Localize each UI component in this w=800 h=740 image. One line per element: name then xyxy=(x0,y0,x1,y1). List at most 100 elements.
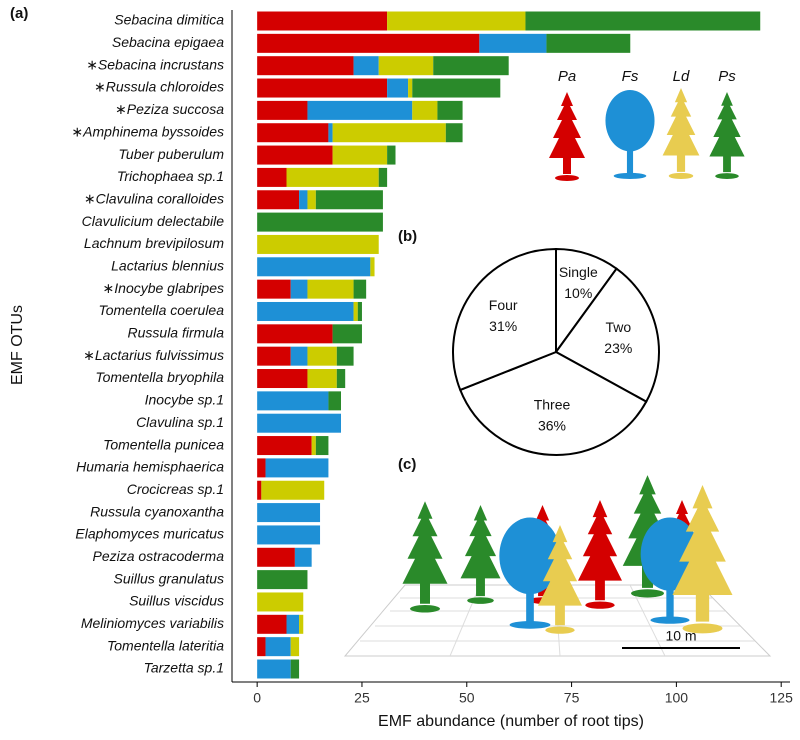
pie-label: Two xyxy=(605,319,631,335)
plot-scene: 10 m (c) xyxy=(343,456,772,657)
x-tick-label: 75 xyxy=(564,690,580,706)
y-tick-label: Tomentella lateritia xyxy=(107,637,224,653)
y-tick-label: Humaria hemisphaerica xyxy=(76,459,224,475)
bar-segment xyxy=(286,614,300,634)
y-tick-label: Sebacina epigaea xyxy=(112,34,224,50)
bar-segment xyxy=(290,279,308,299)
bar-segment xyxy=(286,167,379,187)
bar-segment xyxy=(336,369,346,389)
y-tick-label: Sebacina dimitica xyxy=(114,12,224,28)
tree-icon xyxy=(709,92,745,180)
scale-label: 10 m xyxy=(665,628,696,644)
x-axis-title: EMF abundance (number of root tips) xyxy=(378,713,644,730)
pie-label: Three xyxy=(534,396,571,412)
bar-segment xyxy=(332,324,362,344)
bar-segment xyxy=(257,56,354,76)
bar-segment xyxy=(412,100,438,120)
bar-segment xyxy=(525,11,761,31)
tree xyxy=(578,500,622,609)
x-tick-label: 125 xyxy=(770,690,794,706)
bar-segment xyxy=(387,78,409,98)
tree-icon xyxy=(549,92,585,181)
bar-segment xyxy=(257,33,480,53)
bar-segment xyxy=(265,458,329,478)
bar-segment xyxy=(257,78,388,98)
pie-slice xyxy=(452,247,557,392)
bar-segment xyxy=(257,480,262,500)
bar-segment xyxy=(307,369,337,389)
pie-value-label: 36% xyxy=(538,417,566,433)
bar-segment xyxy=(257,637,266,657)
bar-segment xyxy=(445,123,463,143)
y-tick-label: Tomentella coerulea xyxy=(98,302,224,318)
bar-segment xyxy=(479,33,547,53)
x-tick-label: 25 xyxy=(354,690,370,706)
bar-segment xyxy=(307,100,413,120)
bar-segment xyxy=(257,614,287,634)
bar-segment xyxy=(257,391,329,411)
bar-segment xyxy=(257,100,308,120)
bar-segment xyxy=(370,257,375,277)
legend-label: Ld xyxy=(673,68,690,85)
bar-segment xyxy=(265,637,291,657)
bar-segment xyxy=(315,190,383,210)
pie-value-label: 10% xyxy=(564,285,592,301)
bar-segment xyxy=(257,346,291,366)
bar-segment xyxy=(332,123,446,143)
y-tick-label: ∗Lactarius fulvissimus xyxy=(83,347,224,363)
bar-segment xyxy=(257,123,329,143)
bar-segment xyxy=(336,346,354,366)
bar-segment xyxy=(433,56,509,76)
ground-grid xyxy=(449,584,481,657)
bar-segment xyxy=(378,56,434,76)
x-tick-label: 100 xyxy=(665,690,689,706)
y-tick-label: ∗Peziza succosa xyxy=(115,101,224,117)
bar-segment xyxy=(257,167,287,187)
bar-segment xyxy=(257,458,266,478)
bar-segment xyxy=(378,167,388,187)
y-tick-label: Lachnum brevipilosum xyxy=(84,235,224,251)
legend-label: Ps xyxy=(718,68,736,85)
bar-segment xyxy=(437,100,463,120)
bar-segment xyxy=(357,301,362,321)
bar-segment xyxy=(315,436,329,456)
bar-segment xyxy=(332,145,388,165)
bar-segment xyxy=(307,190,316,210)
y-tick-label: Russula cyanoxantha xyxy=(90,503,224,519)
bar-segment xyxy=(257,324,333,344)
bar-segment xyxy=(353,56,379,76)
panel-label: (a) xyxy=(10,5,28,22)
bar-segment xyxy=(311,436,316,456)
bar-segment xyxy=(257,11,388,31)
bar-segment xyxy=(257,257,371,277)
pie-label: Four xyxy=(489,297,518,313)
bar-segment xyxy=(387,145,396,165)
y-tick-label: ∗Clavulina coralloides xyxy=(84,190,224,206)
bar-segment xyxy=(257,592,304,612)
y-axis-title: EMF OTUs xyxy=(9,305,26,385)
y-tick-label: Tomentella bryophila xyxy=(95,369,224,385)
y-tick-label: Tomentella punicea xyxy=(103,436,224,452)
bar-segment xyxy=(257,413,342,433)
pie-slice xyxy=(458,350,648,456)
bar-segment xyxy=(290,659,300,679)
y-tick-label: Suillus granulatus xyxy=(113,570,224,586)
bar-segment xyxy=(257,659,291,679)
bar-segment xyxy=(290,346,308,366)
tree-icon xyxy=(605,90,655,179)
bar-segment xyxy=(412,78,501,98)
x-tick-label: 0 xyxy=(253,690,261,706)
y-tick-label: Trichophaea sp.1 xyxy=(117,168,224,184)
bar-segment xyxy=(257,234,379,254)
panel-label: (c) xyxy=(398,456,416,473)
x-tick-label: 50 xyxy=(459,690,475,706)
tree-icon xyxy=(662,88,700,179)
tree xyxy=(402,501,448,613)
bar-segment xyxy=(307,346,337,366)
bar-segment xyxy=(261,480,325,500)
y-tick-label: Lactarius blennius xyxy=(111,257,224,273)
bar-segment xyxy=(290,637,300,657)
panel-label: (b) xyxy=(398,228,417,245)
y-tick-label: Clavulicium delectabile xyxy=(82,213,225,229)
bar-segment xyxy=(299,190,308,210)
